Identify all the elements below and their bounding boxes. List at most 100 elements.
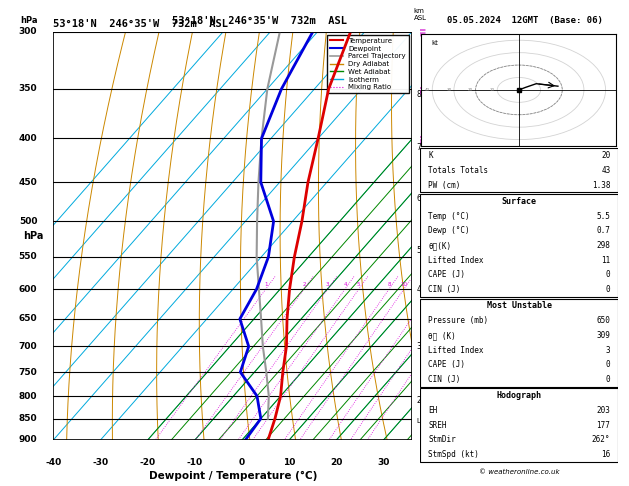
Text: 53°18'N  246°35'W  732m  ASL: 53°18'N 246°35'W 732m ASL (172, 16, 347, 26)
Text: 43: 43 (601, 166, 610, 175)
Text: ‖‖‖: ‖‖‖ (420, 414, 425, 423)
Text: ‖‖‖: ‖‖‖ (420, 391, 425, 401)
Text: 16: 16 (601, 450, 610, 459)
Text: 550: 550 (19, 252, 37, 261)
Text: kt: kt (431, 40, 438, 46)
Legend: Temperature, Dewpoint, Parcel Trajectory, Dry Adiabat, Wet Adiabat, Isotherm, Mi: Temperature, Dewpoint, Parcel Trajectory… (327, 35, 408, 93)
Text: 2: 2 (416, 396, 421, 405)
Text: hPa: hPa (20, 17, 37, 25)
Text: 8: 8 (416, 89, 421, 99)
Text: 8: 8 (387, 282, 391, 287)
Text: CIN (J): CIN (J) (428, 375, 460, 384)
Text: 800: 800 (19, 392, 37, 400)
Text: CAPE (J): CAPE (J) (428, 270, 465, 279)
Text: -20: -20 (140, 458, 156, 467)
Text: Pressure (mb): Pressure (mb) (428, 316, 488, 325)
Text: 0: 0 (606, 285, 610, 294)
Text: Dewp (°C): Dewp (°C) (428, 226, 470, 235)
Text: 0: 0 (239, 458, 245, 467)
Text: 750: 750 (19, 367, 37, 377)
Text: 30: 30 (447, 88, 452, 92)
Text: ‖‖‖: ‖‖‖ (420, 84, 425, 94)
Text: CAPE (J): CAPE (J) (428, 360, 465, 369)
Text: 20: 20 (330, 458, 343, 467)
Text: EH: EH (428, 406, 437, 415)
Text: ‖‖‖: ‖‖‖ (420, 367, 425, 377)
Text: 0: 0 (606, 360, 610, 369)
Text: 0: 0 (606, 270, 610, 279)
Text: 5: 5 (357, 282, 360, 287)
Text: 650: 650 (596, 316, 610, 325)
Text: 1: 1 (264, 282, 267, 287)
Text: K: K (428, 151, 433, 160)
Text: 5.5: 5.5 (596, 211, 610, 221)
Text: km
ASL: km ASL (414, 8, 427, 21)
Text: 3: 3 (416, 342, 421, 351)
Text: 30: 30 (377, 458, 390, 467)
Text: 20: 20 (601, 151, 610, 160)
Text: ‖‖‖: ‖‖‖ (420, 217, 425, 226)
Text: 3: 3 (326, 282, 330, 287)
Text: 5: 5 (416, 245, 421, 255)
Text: Totals Totals: Totals Totals (428, 166, 488, 175)
Text: Surface: Surface (502, 197, 537, 206)
Text: SREH: SREH (428, 421, 447, 430)
Text: θᴇ (K): θᴇ (K) (428, 331, 456, 340)
Text: 11: 11 (601, 256, 610, 265)
Text: 10: 10 (400, 282, 408, 287)
Text: 400: 400 (19, 134, 37, 143)
Text: 600: 600 (19, 285, 37, 294)
Text: 700: 700 (19, 342, 37, 351)
Text: Hodograph: Hodograph (497, 391, 542, 400)
Text: 450: 450 (19, 178, 37, 187)
Text: © weatheronline.co.uk: © weatheronline.co.uk (479, 469, 559, 475)
Text: Temp (°C): Temp (°C) (428, 211, 470, 221)
Text: 4: 4 (416, 285, 421, 294)
Text: 262°: 262° (592, 435, 610, 445)
Text: 309: 309 (596, 331, 610, 340)
Text: 298: 298 (596, 241, 610, 250)
Text: 0.7: 0.7 (596, 226, 610, 235)
Text: ‖‖‖: ‖‖‖ (420, 435, 425, 445)
Text: ‖‖‖: ‖‖‖ (420, 342, 425, 351)
Text: Mixing Ratio (g/kg): Mixing Ratio (g/kg) (432, 203, 438, 269)
Text: Lifted Index: Lifted Index (428, 256, 484, 265)
Text: 2: 2 (302, 282, 306, 287)
Text: 40: 40 (425, 88, 430, 92)
Text: -30: -30 (92, 458, 109, 467)
Text: -40: -40 (45, 458, 62, 467)
Text: 05.05.2024  12GMT  (Base: 06): 05.05.2024 12GMT (Base: 06) (447, 16, 603, 25)
Text: 6: 6 (416, 194, 421, 203)
Text: ‖‖‖: ‖‖‖ (420, 284, 425, 294)
Text: 300: 300 (19, 27, 37, 36)
Text: ‖‖‖: ‖‖‖ (420, 27, 425, 36)
Text: -10: -10 (187, 458, 203, 467)
Text: 53°18'N  246°35'W  732m  ASL: 53°18'N 246°35'W 732m ASL (53, 19, 228, 30)
Text: Most Unstable: Most Unstable (487, 301, 552, 311)
Text: 650: 650 (19, 314, 37, 323)
Text: 350: 350 (19, 85, 37, 93)
Text: 3: 3 (606, 346, 610, 355)
Text: 1.38: 1.38 (592, 180, 610, 190)
Text: 7: 7 (416, 143, 421, 152)
Text: Lifted Index: Lifted Index (428, 346, 484, 355)
Text: StmSpd (kt): StmSpd (kt) (428, 450, 479, 459)
Text: 500: 500 (19, 217, 37, 226)
Text: CIN (J): CIN (J) (428, 285, 460, 294)
Text: θᴇ(K): θᴇ(K) (428, 241, 451, 250)
Text: PW (cm): PW (cm) (428, 180, 460, 190)
Text: 4: 4 (343, 282, 347, 287)
Text: 20: 20 (468, 88, 474, 92)
Text: 203: 203 (596, 406, 610, 415)
Text: 10: 10 (490, 88, 495, 92)
Text: 177: 177 (596, 421, 610, 430)
Text: 0: 0 (606, 375, 610, 384)
Text: 850: 850 (19, 414, 37, 423)
Text: 10: 10 (283, 458, 296, 467)
Text: LCL: LCL (416, 418, 429, 424)
Text: hPa: hPa (23, 231, 44, 241)
Text: StmDir: StmDir (428, 435, 456, 445)
Text: 900: 900 (19, 435, 37, 444)
Text: Dewpoint / Temperature (°C): Dewpoint / Temperature (°C) (148, 470, 317, 481)
Text: ‖‖‖: ‖‖‖ (420, 134, 425, 143)
